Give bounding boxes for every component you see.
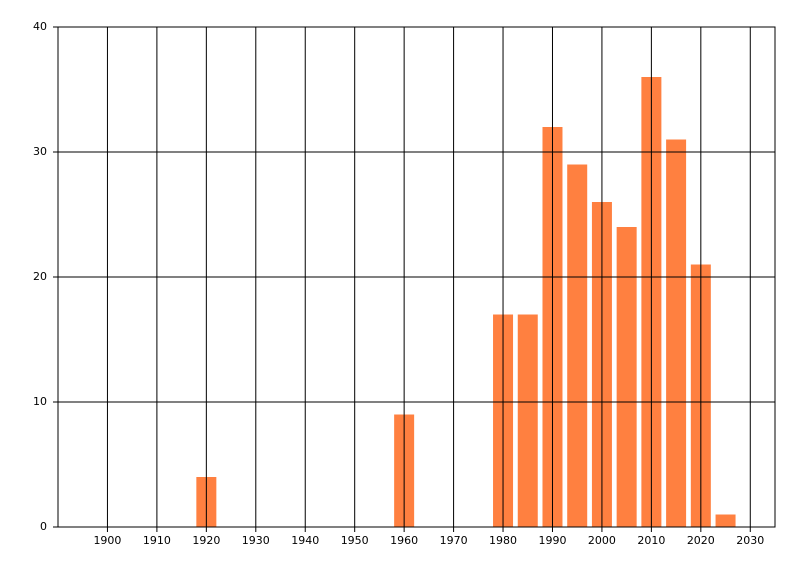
bar — [567, 164, 588, 527]
x-tick-label: 1970 — [440, 534, 468, 547]
x-tick-label: 1930 — [242, 534, 270, 547]
x-tick-label: 1910 — [143, 534, 171, 547]
bar — [715, 514, 736, 527]
x-tick-label: 1960 — [390, 534, 418, 547]
y-tick-label: 40 — [33, 20, 47, 33]
x-tick-label: 1990 — [538, 534, 566, 547]
bar — [616, 227, 637, 527]
y-tick-label: 10 — [33, 395, 47, 408]
x-tick-label: 1980 — [489, 534, 517, 547]
x-tick-label: 1950 — [341, 534, 369, 547]
x-tick-label: 2020 — [687, 534, 715, 547]
bar — [666, 139, 687, 527]
y-tick-label: 0 — [40, 520, 47, 533]
x-tick-label: 1920 — [192, 534, 220, 547]
x-tick-label: 2000 — [588, 534, 616, 547]
x-tick-label: 1940 — [291, 534, 319, 547]
y-tick-label: 20 — [33, 270, 47, 283]
x-tick-label: 1900 — [93, 534, 121, 547]
x-tick-label: 2030 — [736, 534, 764, 547]
x-tick-label: 2010 — [637, 534, 665, 547]
bar — [517, 314, 538, 527]
y-tick-label: 30 — [33, 145, 47, 158]
